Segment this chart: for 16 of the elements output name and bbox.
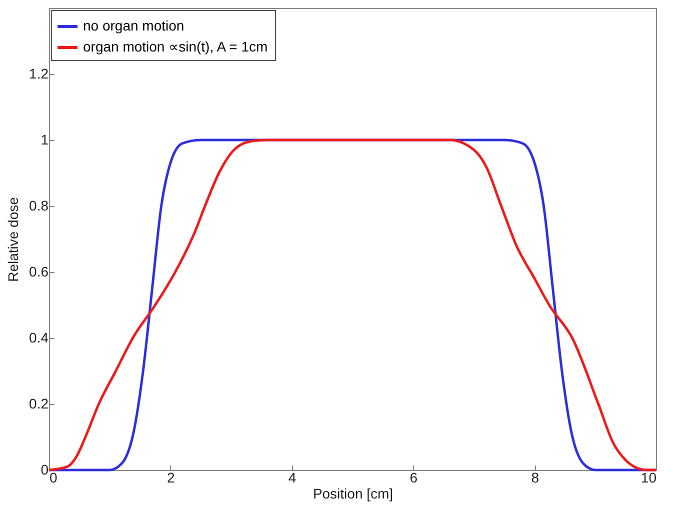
x-axis-title: Position [cm] xyxy=(312,486,394,502)
y-tick-label: 0.6 xyxy=(29,264,49,280)
y-axis-title: Relative dose xyxy=(5,196,22,282)
x-tick-label: 8 xyxy=(531,470,540,486)
x-tick-label: 10 xyxy=(640,470,657,486)
x-tick-label: 2 xyxy=(167,470,175,486)
legend-label: no organ motion xyxy=(83,18,184,34)
y-tick-label: 1 xyxy=(40,132,49,148)
legend-label: organ motion ∝sin(t), A = 1cm xyxy=(83,38,268,54)
x-tick-label: 4 xyxy=(288,470,296,486)
y-tick-label: 0.8 xyxy=(29,198,49,214)
y-tick-label: 0.4 xyxy=(29,330,49,346)
y-tick-label: 1.2 xyxy=(29,66,49,82)
line-series xyxy=(48,138,658,472)
x-tick-label: 6 xyxy=(410,470,418,486)
y-tick-label: 0.2 xyxy=(29,396,49,412)
